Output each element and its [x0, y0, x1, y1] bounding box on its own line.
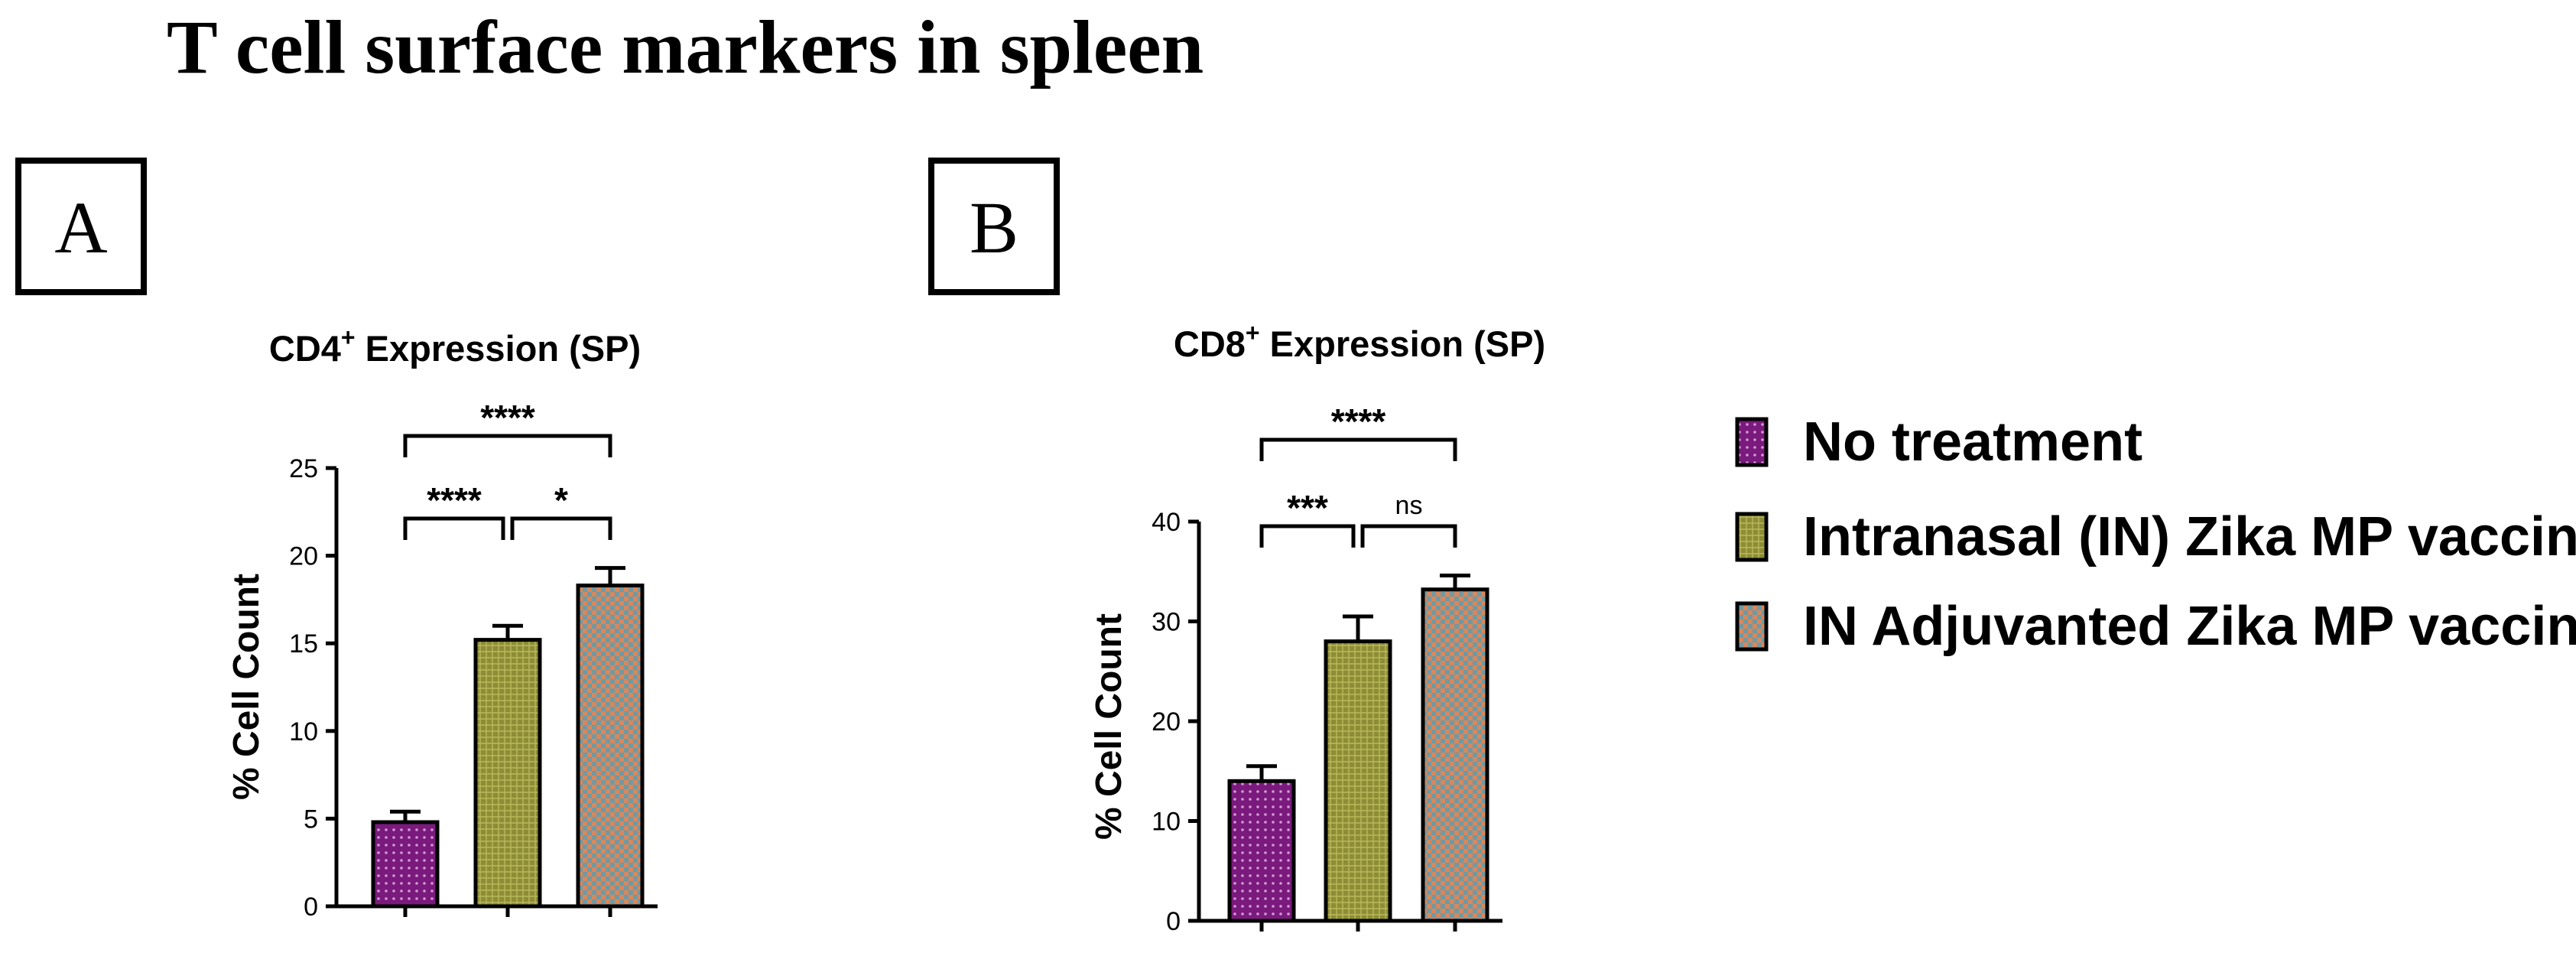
chart-b-bracket-2	[1360, 524, 1457, 548]
legend-swatch-adjuvanted	[1735, 601, 1769, 652]
chart-b-bracket-0	[1259, 437, 1457, 461]
chart-b-bar-1	[1324, 639, 1392, 923]
chart-b-ytick-label-1: 10	[1152, 808, 1181, 837]
chart-a-ytick-label-4: 20	[289, 542, 318, 571]
chart-b-bar-0	[1227, 779, 1296, 923]
chart-a-bracket-label-0: ****	[480, 398, 535, 437]
legend-swatch-no-treatment	[1735, 417, 1769, 467]
chart-a-ytick-label-3: 15	[289, 629, 318, 658]
legend-item-no-treatment: No treatment	[1735, 411, 2142, 473]
chart-a-bracket-label-1: ****	[427, 480, 482, 520]
chart-a-ytick-label-2: 10	[289, 717, 318, 746]
panel-label-b: B	[970, 187, 1018, 268]
chart-b-bracket-1	[1259, 524, 1356, 548]
chart-b-bracket-label-2: ns	[1395, 491, 1423, 520]
chart-b-bar-2	[1421, 587, 1489, 923]
figure-title: T cell surface markers in spleen	[167, 5, 1204, 89]
chart-a-bar-0	[371, 820, 440, 909]
chart-b-title: CD8+ Expression (SP)	[1174, 319, 1545, 364]
panel-label-a-box: A	[15, 158, 147, 295]
legend-label-no-treatment: No treatment	[1803, 411, 2142, 473]
chart-a-bracket-label-2: *	[554, 480, 568, 520]
chart-a: CD4+ Expression (SP) % Cell Count 0 5 10 15…	[226, 324, 658, 922]
legend-swatch-in-vaccine	[1735, 512, 1769, 562]
chart-a-bar-2	[576, 584, 645, 909]
chart-a-ylabel: % Cell Count	[226, 574, 267, 800]
panel-label-a: A	[54, 187, 107, 268]
chart-b-ytick-label-0: 0	[1166, 907, 1181, 936]
legend-label-in-vaccine: Intranasal (IN) Zika MP vaccine	[1803, 506, 2576, 567]
legend: No treatment Intranasal (IN) Zika MP vac…	[1735, 411, 2576, 657]
chart-a-ytick-label-0: 0	[304, 893, 318, 922]
chart-b-ytick-label-2: 20	[1152, 707, 1181, 737]
chart-b-ytick-label-3: 30	[1152, 608, 1181, 637]
chart-b-ytick-label-4: 40	[1152, 508, 1181, 537]
legend-item-in-vaccine: Intranasal (IN) Zika MP vaccine	[1735, 506, 2576, 567]
legend-item-adjuvanted: IN Adjuvanted Zika MP vaccine	[1735, 596, 2576, 657]
panel-label-b-box: B	[928, 158, 1060, 295]
chart-a-bracket-2	[510, 516, 612, 540]
chart-b-bracket-label-1: ***	[1287, 488, 1328, 528]
chart-a-ytick-label-1: 5	[304, 805, 318, 834]
chart-a-ytick-label-5: 25	[289, 454, 318, 483]
legend-label-adjuvanted: IN Adjuvanted Zika MP vaccine	[1803, 596, 2576, 657]
chart-b-bracket-label-0: ****	[1331, 402, 1386, 441]
chart-b: CD8+ Expression (SP) % Cell Count 0 10 20 3…	[1089, 319, 1545, 936]
chart-b-ylabel: % Cell Count	[1089, 613, 1129, 840]
chart-a-bracket-1	[403, 516, 505, 540]
chart-a-bar-1	[473, 638, 542, 909]
chart-a-bracket-0	[403, 434, 612, 457]
chart-a-title: CD4+ Expression (SP)	[269, 324, 641, 369]
